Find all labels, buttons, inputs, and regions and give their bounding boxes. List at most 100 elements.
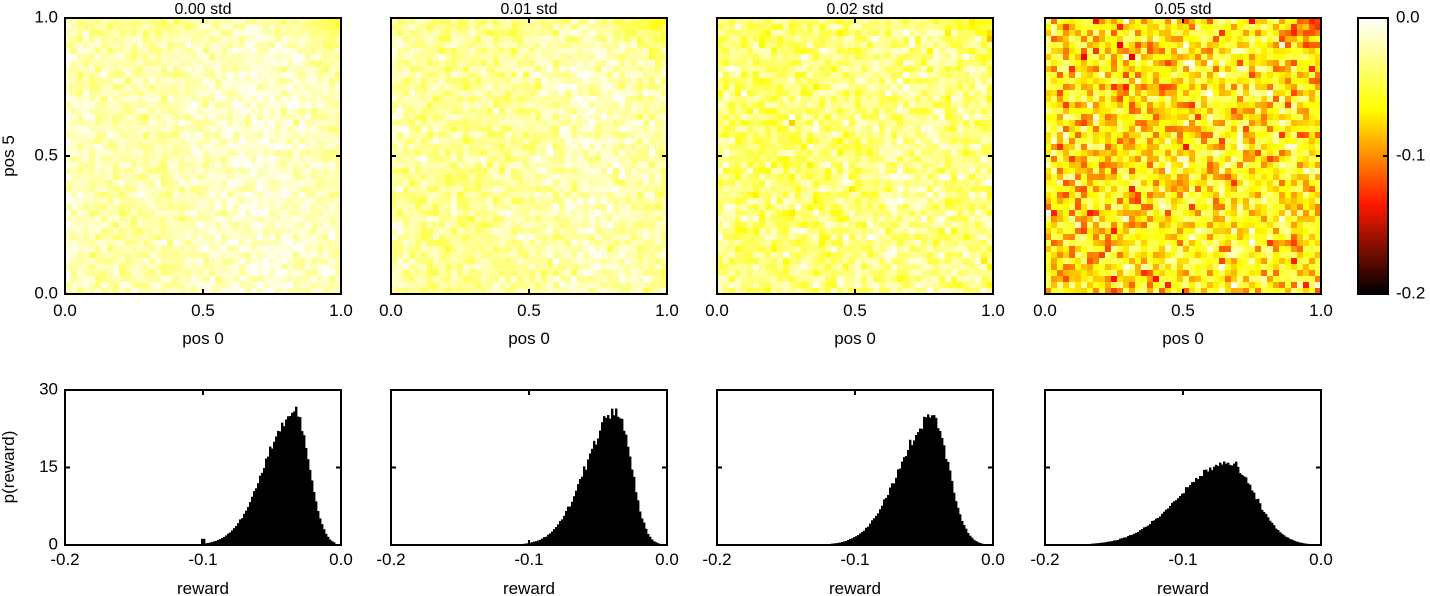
histogram-bar [1221, 464, 1224, 545]
histogram-bar [227, 533, 230, 545]
histogram-bar [1151, 521, 1154, 545]
histogram-bar [645, 528, 648, 545]
histogram-bar [909, 439, 912, 545]
histogram-1-xtick-label: 0.0 [655, 550, 679, 569]
histogram-bar [1281, 533, 1284, 545]
histogram-bar [1141, 529, 1144, 545]
histogram-bar [857, 535, 860, 545]
histogram-bar [533, 541, 536, 545]
histogram-3-bars [1067, 461, 1320, 545]
histogram-bar [599, 430, 602, 545]
histogram-bar [647, 533, 650, 545]
histogram-bar [873, 518, 876, 545]
histogram-bar [869, 523, 872, 545]
heatmap-0-xlabel: pos 0 [182, 329, 224, 348]
histogram-bar [1171, 502, 1174, 545]
heatmap-0-ytick-label: 0.5 [34, 145, 58, 164]
histogram-3-xtick-label: -0.1 [1168, 550, 1197, 569]
histogram-bar [885, 497, 888, 545]
histogram-bar [547, 534, 550, 545]
histogram-bar [921, 428, 924, 545]
histogram-bar [1239, 473, 1242, 545]
histogram-bar [855, 536, 858, 545]
histogram-bar [613, 415, 616, 545]
histogram-bar [1215, 464, 1218, 545]
histogram-bar [1263, 512, 1266, 545]
histogram-bar [609, 418, 612, 545]
histogram-bar [621, 418, 624, 545]
histogram-bar [287, 416, 290, 545]
histogram-bar [1191, 482, 1194, 545]
histogram-bar [539, 539, 542, 545]
histogram-bar [1159, 516, 1162, 545]
histogram-bar [1105, 542, 1108, 545]
histogram-bar [1173, 501, 1176, 545]
histogram-bar [929, 417, 932, 545]
histogram-bar [965, 528, 968, 545]
histogram-bar [849, 539, 852, 545]
histogram-bar [543, 537, 546, 545]
histogram-bar [309, 469, 312, 545]
histogram-bar [1217, 465, 1220, 545]
histogram-bar [1163, 511, 1166, 545]
histogram-bar [595, 444, 598, 545]
histogram-bar [881, 505, 884, 545]
histogram-bar [901, 461, 904, 545]
histogram-bar [271, 448, 274, 545]
histogram-bar [1181, 493, 1184, 545]
histogram-bar [1109, 541, 1112, 545]
histogram-bar [941, 437, 944, 545]
histogram-bar [1297, 541, 1300, 545]
histogram-bar [327, 536, 330, 545]
histogram-bar [251, 496, 254, 545]
histogram-bar [597, 438, 600, 545]
histogram-bar [571, 501, 574, 545]
histogram-bar [323, 529, 326, 545]
histogram-bar [1289, 538, 1292, 545]
histogram-bar [1153, 520, 1156, 545]
histogram-bar [629, 456, 632, 545]
histogram-bar [927, 414, 930, 545]
histogram-bar [1267, 517, 1270, 545]
histogram-bar [1147, 525, 1150, 545]
histogram-bar [611, 408, 614, 545]
histogram-bar [1183, 493, 1186, 545]
histogram-bar [581, 476, 584, 545]
histogram-bar [213, 541, 216, 545]
heatmap-2-cells [717, 18, 994, 295]
histogram-bar [899, 468, 902, 545]
histogram-bar [933, 415, 936, 545]
histogram-bar [221, 537, 224, 545]
histogram-bar [1229, 464, 1232, 545]
histogram-bar [1129, 535, 1132, 545]
histogram-bar [1285, 536, 1288, 545]
histogram-bar [897, 469, 900, 545]
histogram-bar [247, 506, 250, 545]
heatmap-0-ytick-label: 1.0 [34, 7, 58, 26]
histogram-bar [883, 499, 886, 545]
histogram-bar [249, 502, 252, 545]
histogram-bar [241, 518, 244, 545]
histogram-bar [273, 441, 276, 545]
histogram-bar [625, 434, 628, 545]
histogram-bar [305, 447, 308, 545]
heatmap-3-xlabel: pos 0 [1162, 329, 1204, 348]
histogram-bar [875, 515, 878, 545]
histogram-bar [1205, 469, 1208, 545]
histogram-bar [1243, 476, 1246, 545]
histogram-bar [593, 440, 596, 545]
histogram-bar [841, 542, 844, 545]
histogram-bar [961, 520, 964, 545]
histogram-bar [1119, 538, 1122, 545]
histogram-bar [845, 540, 848, 545]
histogram-bar [1123, 537, 1126, 545]
histogram-bar [959, 514, 962, 545]
histogram-bar [263, 467, 266, 545]
histogram-bar [1155, 518, 1158, 545]
histogram-bar [1207, 471, 1210, 545]
heatmap-2-xlabel: pos 0 [834, 329, 876, 348]
colorbar-tick-label: -0.2 [1396, 283, 1425, 302]
histogram-bar [215, 540, 218, 545]
histogram-bar [291, 412, 294, 545]
heatmap-1-xtick-label: 1.0 [655, 301, 679, 320]
